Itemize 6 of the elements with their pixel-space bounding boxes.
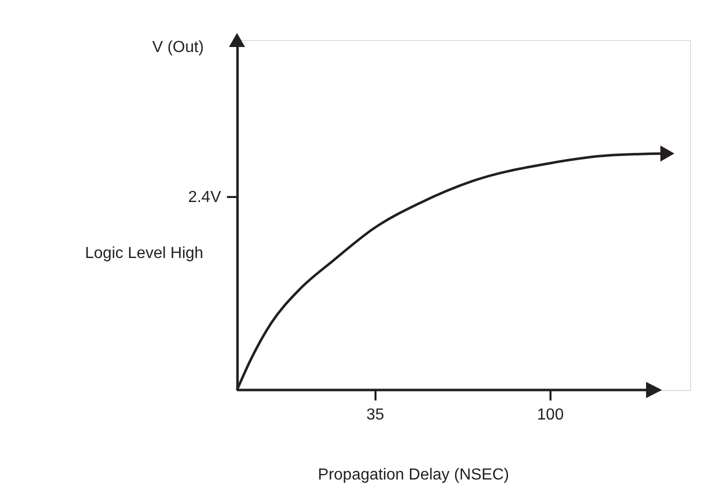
x-axis-title: Propagation Delay (NSEC) xyxy=(318,466,510,484)
text: V (Out) xyxy=(152,39,204,56)
text: Logic Level High xyxy=(85,245,204,262)
x-tick-label: 100 xyxy=(537,406,564,424)
x-tick-label: 35 xyxy=(366,406,384,424)
text: 2.4V xyxy=(188,189,222,206)
